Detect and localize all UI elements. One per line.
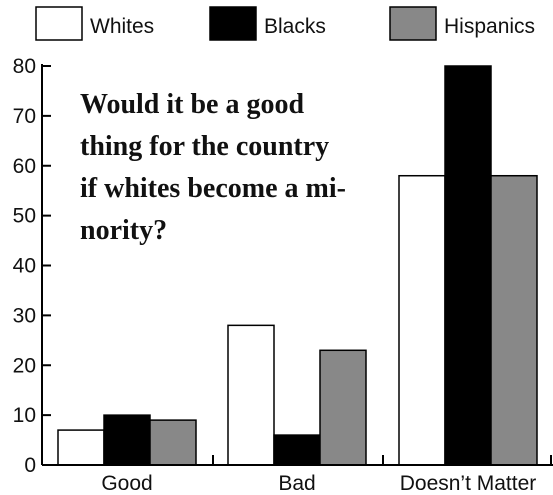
chart-title-line-4: nority?: [80, 215, 167, 246]
y-tick-label-7: 70: [13, 105, 36, 128]
legend-swatch-1: [209, 6, 257, 41]
legend-label-0: Whites: [90, 15, 154, 38]
legend-swatch-0: [35, 6, 83, 41]
bars: [57, 65, 538, 466]
bar-1-1: [273, 434, 321, 466]
bar-0-1: [103, 414, 151, 466]
bar-1-2: [319, 349, 367, 466]
chart-title-line-3: if whites become a mi-: [80, 173, 346, 204]
legend: Whites Blacks Hispanics: [35, 6, 535, 41]
chart-title-line-1: Would it be a good: [80, 89, 304, 120]
legend-swatch-2: [389, 6, 437, 41]
bar-0-0: [57, 429, 105, 466]
bar-2-1: [444, 65, 492, 466]
y-tick-label-3: 30: [13, 304, 36, 327]
axes: 0 10 20 30 40 50 60 70 80 Good Bad Doesn’t Matter: [13, 55, 553, 495]
y-tick-label-8: 80: [13, 55, 36, 78]
y-tick-label-1: 10: [13, 404, 36, 427]
chart-title-line-2: thing for the country: [80, 131, 329, 162]
legend-label-2: Hispanics: [444, 15, 535, 38]
y-tick-label-2: 20: [13, 354, 36, 377]
bar-2-0: [398, 174, 446, 466]
y-tick-label-0: 0: [24, 454, 36, 477]
bar-0-2: [149, 419, 197, 466]
chart-title: Would it be a good thing for the country…: [80, 89, 346, 246]
bar-1-0: [227, 324, 275, 466]
x-category-label-2: Doesn’t Matter: [400, 472, 537, 495]
y-tick-label-6: 60: [13, 155, 36, 178]
y-tick-label-5: 50: [13, 205, 36, 228]
bar-2-2: [490, 174, 538, 466]
x-category-label-1: Bad: [278, 472, 315, 495]
legend-label-1: Blacks: [264, 15, 326, 38]
x-category-label-0: Good: [101, 472, 152, 495]
y-tick-label-4: 40: [13, 255, 36, 278]
